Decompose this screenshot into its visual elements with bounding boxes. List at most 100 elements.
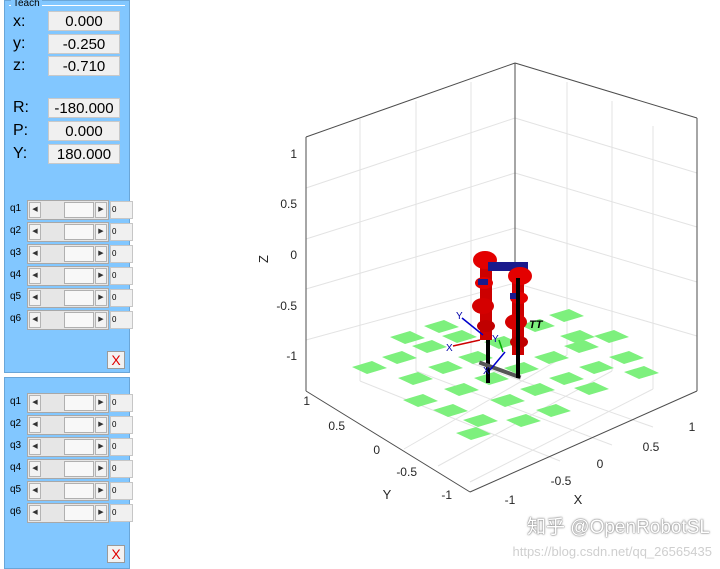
joint-label: q2 — [10, 418, 22, 429]
x-tick-label: 0 — [597, 457, 604, 471]
slider-thumb[interactable] — [64, 395, 94, 411]
joint-q3-value[interactable]: 0 — [110, 245, 133, 263]
joint-q4-value[interactable]: 0 — [110, 267, 133, 285]
slider-left-arrow-icon[interactable]: ◀ — [29, 417, 41, 433]
x-tick-label: 0.5 — [643, 440, 660, 454]
joint-q2-slider[interactable]: ◀ ▶ — [27, 222, 109, 242]
y-tick-label: -0.5 — [396, 465, 417, 479]
slider-thumb[interactable] — [64, 312, 94, 328]
joint-row-q1: q1 ◀ ▶ 0 — [5, 393, 133, 413]
x-tick-label: -1 — [505, 493, 516, 507]
roll-value[interactable]: -180.000 — [48, 98, 120, 118]
joint-q4-value[interactable]: 0 — [110, 460, 133, 478]
slider-thumb[interactable] — [64, 268, 94, 284]
slider-left-arrow-icon[interactable]: ◀ — [29, 290, 41, 306]
joint-row-q3: q3 ◀ ▶ 0 — [5, 244, 133, 264]
joint-q3-slider[interactable]: ◀ ▶ — [27, 244, 109, 264]
joint-q1-slider[interactable]: ◀ ▶ — [27, 200, 109, 220]
slider-thumb[interactable] — [64, 224, 94, 240]
joint-label: q5 — [10, 291, 22, 302]
slider-right-arrow-icon[interactable]: ▶ — [95, 312, 107, 328]
joint-row-q3: q3 ◀ ▶ 0 — [5, 437, 133, 457]
slider-right-arrow-icon[interactable]: ▶ — [95, 246, 107, 262]
joint-row-q6: q6 ◀ ▶ 0 — [5, 503, 133, 523]
joint-q3-slider[interactable]: ◀ ▶ — [27, 437, 109, 457]
close-button[interactable]: X — [107, 351, 125, 369]
frame-axis-label: Y — [456, 311, 463, 322]
joint-q6-value[interactable]: 0 — [110, 311, 133, 329]
slider-right-arrow-icon[interactable]: ▶ — [95, 483, 107, 499]
joint-q1-value[interactable]: 0 — [110, 394, 133, 412]
slider-thumb[interactable] — [64, 461, 94, 477]
slider-right-arrow-icon[interactable]: ▶ — [95, 224, 107, 240]
close-button[interactable]: X — [107, 545, 125, 563]
slider-right-arrow-icon[interactable]: ▶ — [95, 461, 107, 477]
teach-panel: Teach x: 0.000 y: -0.250 z: -0.710 R: -1… — [4, 0, 133, 373]
z-tick-label: -0.5 — [276, 299, 297, 313]
slider-left-arrow-icon[interactable]: ◀ — [29, 395, 41, 411]
slider-right-arrow-icon[interactable]: ▶ — [95, 290, 107, 306]
x-tick-label: 1 — [689, 420, 696, 434]
slider-thumb[interactable] — [64, 483, 94, 499]
slider-left-arrow-icon[interactable]: ◀ — [29, 268, 41, 284]
joint-q3-value[interactable]: 0 — [110, 438, 133, 456]
teach-group-frame — [9, 5, 125, 26]
joint-q6-slider[interactable]: ◀ ▶ — [27, 503, 109, 523]
joint-q1-slider[interactable]: ◀ ▶ — [27, 393, 109, 413]
plot-box — [305, 62, 698, 493]
pose-x-value[interactable]: 0.000 — [48, 11, 120, 31]
plot-grid — [305, 82, 698, 483]
joint-q5-slider[interactable]: ◀ ▶ — [27, 481, 109, 501]
z-tick-label: 1 — [290, 147, 297, 161]
slider-left-arrow-icon[interactable]: ◀ — [29, 224, 41, 240]
joint-q2-value[interactable]: 0 — [110, 223, 133, 241]
pose-z-value[interactable]: -0.710 — [48, 56, 120, 76]
frame-axis-label: Y — [492, 334, 499, 345]
pose-y-value[interactable]: -0.250 — [48, 34, 120, 54]
slider-thumb[interactable] — [64, 417, 94, 433]
slider-left-arrow-icon[interactable]: ◀ — [29, 483, 41, 499]
slider-left-arrow-icon[interactable]: ◀ — [29, 439, 41, 455]
joint-q4-slider[interactable]: ◀ ▶ — [27, 459, 109, 479]
slider-right-arrow-icon[interactable]: ▶ — [95, 439, 107, 455]
y-axis-label: Y — [383, 487, 392, 502]
slider-thumb[interactable] — [64, 202, 94, 218]
joint-q6-value[interactable]: 0 — [110, 504, 133, 522]
joint-q5-slider[interactable]: ◀ ▶ — [27, 288, 109, 308]
robot-3d-plot[interactable]: Y X Y X TT 1 0.5 0 -0.5 -1 Z 1 0.5 0 -0.… — [130, 0, 720, 569]
slider-left-arrow-icon[interactable]: ◀ — [29, 202, 41, 218]
joint-q2-slider[interactable]: ◀ ▶ — [27, 415, 109, 435]
slider-thumb[interactable] — [64, 290, 94, 306]
slider-right-arrow-icon[interactable]: ▶ — [95, 202, 107, 218]
joint-q2-value[interactable]: 0 — [110, 416, 133, 434]
slider-thumb[interactable] — [64, 439, 94, 455]
joint-q5-value[interactable]: 0 — [110, 482, 133, 500]
slider-right-arrow-icon[interactable]: ▶ — [95, 417, 107, 433]
slider-right-arrow-icon[interactable]: ▶ — [95, 268, 107, 284]
joint-row-q4: q4 ◀ ▶ 0 — [5, 459, 133, 479]
slider-thumb[interactable] — [64, 505, 94, 521]
z-tick-label: 0 — [290, 248, 297, 262]
slider-left-arrow-icon[interactable]: ◀ — [29, 461, 41, 477]
slider-left-arrow-icon[interactable]: ◀ — [29, 312, 41, 328]
pitch-value[interactable]: 0.000 — [48, 121, 120, 141]
x-axis-label: X — [574, 492, 583, 507]
joint-row-q4: q4 ◀ ▶ 0 — [5, 266, 133, 286]
joint-q1-value[interactable]: 0 — [110, 201, 133, 219]
yaw-value[interactable]: 180.000 — [48, 144, 120, 164]
joint-q6-slider[interactable]: ◀ ▶ — [27, 310, 109, 330]
joint-label: q3 — [10, 247, 22, 258]
slider-thumb[interactable] — [64, 246, 94, 262]
watermark-text: 知乎 @OpenRobotSL — [527, 517, 710, 538]
joint-q5-value[interactable]: 0 — [110, 289, 133, 307]
joint-q4-slider[interactable]: ◀ ▶ — [27, 266, 109, 286]
slider-left-arrow-icon[interactable]: ◀ — [29, 505, 41, 521]
frame-axis-label: X — [483, 366, 490, 377]
joint-label: q5 — [10, 484, 22, 495]
slider-right-arrow-icon[interactable]: ▶ — [95, 505, 107, 521]
slider-right-arrow-icon[interactable]: ▶ — [95, 395, 107, 411]
pose-y-label: y: — [13, 35, 26, 52]
yaw-label: Y: — [13, 145, 28, 162]
joint-label: q3 — [10, 440, 22, 451]
slider-left-arrow-icon[interactable]: ◀ — [29, 246, 41, 262]
